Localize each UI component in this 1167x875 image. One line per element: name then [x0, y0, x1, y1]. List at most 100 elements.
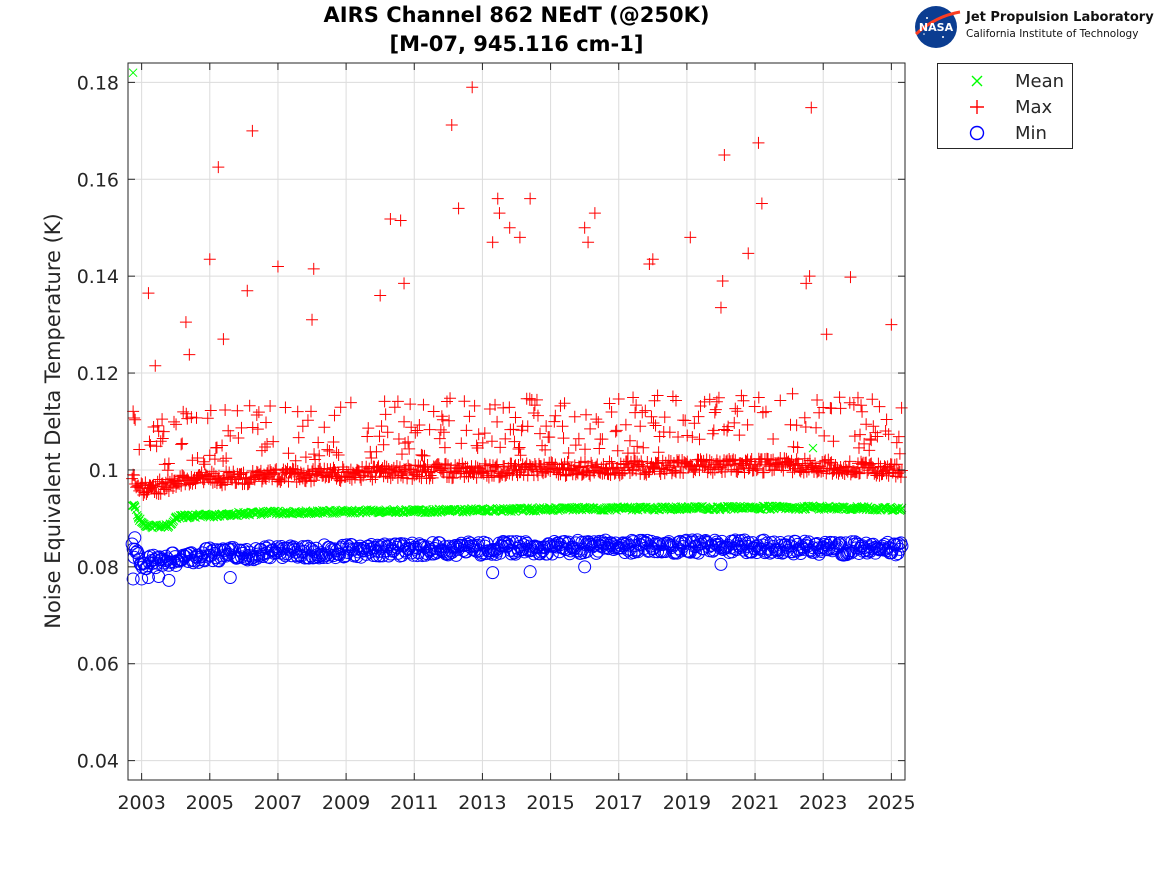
max-point — [296, 420, 309, 433]
max-point — [494, 470, 507, 483]
max-point — [706, 466, 719, 479]
max-point — [243, 399, 256, 412]
max-point — [312, 436, 325, 449]
max-point — [693, 433, 706, 446]
max-point — [370, 445, 383, 458]
min-point — [214, 551, 228, 565]
max-point — [784, 418, 797, 431]
max-point — [727, 453, 740, 466]
max-point — [493, 207, 506, 220]
max-point — [210, 441, 223, 454]
mean-point — [595, 505, 605, 515]
max-point — [201, 412, 214, 425]
max-point — [687, 466, 700, 479]
x-tick-label: 2005 — [186, 792, 234, 814]
max-point — [572, 432, 585, 445]
max-point — [165, 472, 178, 485]
max-point — [528, 399, 541, 412]
max-point — [523, 392, 536, 405]
max-point — [854, 428, 867, 441]
max-point — [434, 464, 447, 477]
max-point — [615, 467, 628, 480]
jpl-logo: NASA Jet Propulsion Laboratory Californi… — [912, 4, 1154, 50]
max-point — [362, 422, 375, 435]
x-tick-labels: 2003 2005 2007 2009 2011 2013 2015 2017 2019 2021… — [117, 792, 915, 814]
max-point — [438, 441, 451, 454]
max-point — [185, 411, 198, 424]
max-point — [805, 101, 818, 114]
max-point — [557, 432, 570, 445]
max-point — [562, 446, 575, 459]
max-point — [170, 418, 183, 431]
y-tick-label: 0.04 — [77, 751, 119, 773]
max-point — [365, 452, 378, 465]
max-point — [882, 428, 895, 441]
max-point — [127, 405, 140, 418]
min-point — [378, 537, 392, 551]
max-point — [327, 436, 340, 449]
max-point — [858, 437, 871, 450]
max-point — [415, 448, 428, 461]
min-point — [514, 535, 528, 549]
max-point — [294, 466, 307, 479]
max-point — [635, 455, 648, 468]
max-point — [651, 389, 664, 402]
max-point — [603, 455, 616, 468]
max-point — [279, 401, 292, 414]
max-point — [605, 406, 618, 419]
max-point — [658, 411, 671, 424]
max-point — [800, 277, 813, 290]
max-point — [149, 359, 162, 372]
x-tick-label: 2003 — [117, 792, 165, 814]
max-point — [128, 411, 141, 424]
min-point — [711, 538, 725, 552]
max-point — [317, 469, 330, 482]
max-point — [475, 466, 488, 479]
max-point — [157, 425, 170, 438]
max-point — [183, 348, 196, 361]
max-point — [411, 424, 424, 437]
legend-label-mean: Mean — [1015, 71, 1065, 92]
y-axis-label: Noise Equivalent Delta Temperature (K) — [41, 213, 65, 629]
max-point — [684, 231, 697, 244]
max-point — [679, 414, 692, 427]
mean-point — [810, 502, 820, 512]
max-point — [799, 420, 812, 433]
max-point — [375, 420, 388, 433]
plot-area — [128, 63, 905, 780]
min-point — [648, 545, 662, 559]
max-point — [844, 271, 857, 284]
max-point — [478, 457, 491, 470]
max-point — [755, 197, 768, 210]
max-point — [444, 392, 457, 405]
max-point — [361, 430, 374, 443]
max-point — [168, 415, 181, 428]
min-point — [538, 540, 552, 554]
max-point — [649, 419, 662, 432]
legend-label-max: Max — [1015, 97, 1053, 118]
mean-point — [133, 514, 143, 523]
max-point — [820, 328, 833, 341]
max-point — [707, 424, 720, 437]
max-point — [871, 430, 884, 443]
y-tick-labels: 0.04 0.06 0.08 0.1 0.12 0.14 0.16 0.18 — [77, 72, 119, 772]
max-point — [613, 469, 626, 482]
mean-point — [222, 510, 232, 519]
y-tick-label: 0.18 — [77, 72, 119, 94]
max-point — [880, 467, 893, 480]
max-point — [373, 430, 386, 443]
min-point — [135, 572, 149, 586]
max-point — [291, 405, 304, 418]
mean-point — [375, 506, 385, 516]
max-point — [748, 400, 761, 413]
min-point — [128, 531, 142, 545]
max-point — [588, 207, 601, 220]
x-tick-label: 2025 — [867, 792, 915, 814]
max-point — [423, 423, 436, 436]
max-point — [786, 387, 799, 400]
max-point — [692, 410, 705, 423]
max-point — [402, 435, 415, 448]
max-point — [539, 443, 552, 456]
x-tick-label: 2023 — [799, 792, 847, 814]
